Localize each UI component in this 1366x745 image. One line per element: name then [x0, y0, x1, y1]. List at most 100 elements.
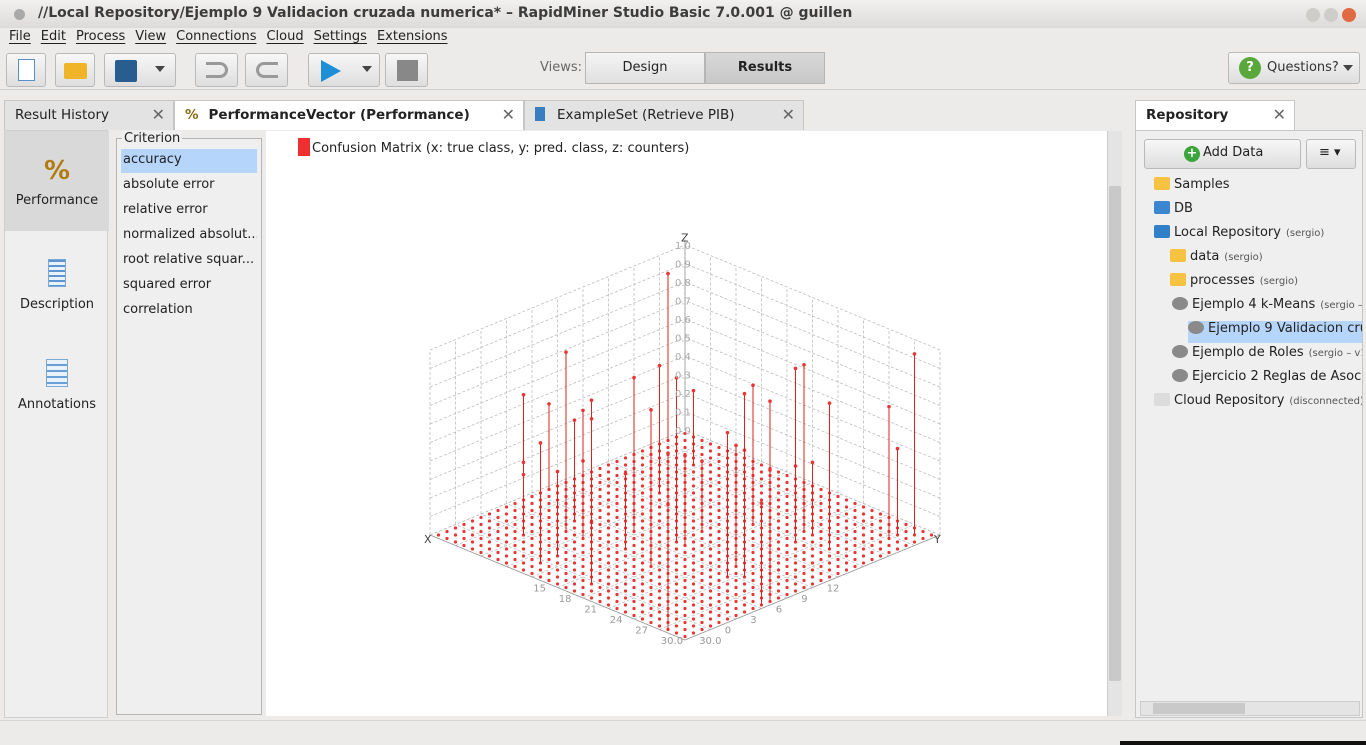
lattice-dot	[759, 463, 764, 467]
lattice-dot	[853, 529, 857, 534]
lattice-dot	[606, 540, 611, 544]
tree-item[interactable]: Samples	[1140, 177, 1230, 199]
tree-label: Samples	[1174, 177, 1230, 192]
lattice-dot	[572, 526, 577, 530]
lattice-dot	[632, 613, 636, 618]
criterion-item[interactable]: correlation	[123, 302, 193, 317]
undo-button[interactable]	[195, 53, 238, 87]
side-item[interactable]: Description	[5, 231, 109, 331]
side-label: Description	[19, 297, 95, 312]
tree-item[interactable]: DB	[1140, 201, 1193, 223]
criterion-item[interactable]: relative error	[123, 202, 208, 217]
tree-item[interactable]: Ejercicio 2 Reglas de Asocia	[1172, 369, 1362, 391]
horizontal-scrollbar[interactable]	[1140, 701, 1360, 716]
tree-item[interactable]: Ejemplo 9 Validacion cruzada	[1188, 321, 1362, 343]
lattice-dot	[691, 547, 696, 551]
tree-icon	[1154, 393, 1170, 406]
tree-item[interactable]: data (sergio)	[1156, 249, 1263, 271]
lattice-dot	[904, 522, 908, 527]
questions-button[interactable]: ? Questions?	[1228, 52, 1360, 84]
lattice-dot	[572, 533, 577, 537]
tree-item[interactable]: Ejemplo de Roles (sergio – v1,	[1172, 345, 1362, 367]
tree-item[interactable]: Local Repository (sergio)	[1140, 225, 1324, 247]
menu-item[interactable]: Cloud	[266, 29, 304, 44]
window-title: //Local Repository/Ejemplo 9 Validacion …	[38, 5, 853, 21]
lattice-dot	[674, 631, 679, 635]
tab[interactable]: ExampleSet (Retrieve PIB) ✕	[524, 100, 804, 130]
lattice-dot	[717, 515, 721, 520]
lattice-dot	[649, 571, 653, 576]
minimize-button[interactable]	[1306, 8, 1320, 22]
lattice-dot	[844, 561, 849, 565]
lattice-dot	[436, 533, 441, 537]
lattice-dot	[844, 554, 849, 558]
lattice-dot	[844, 498, 849, 502]
lattice-dot	[640, 561, 645, 565]
menu-item[interactable]: File	[9, 29, 31, 44]
tree-label: Cloud Repository	[1174, 393, 1285, 408]
criterion-item[interactable]: absolute error	[123, 177, 215, 192]
run-button[interactable]	[308, 53, 380, 87]
tree-item[interactable]: Cloud Repository (disconnected)	[1140, 393, 1362, 415]
tree-item[interactable]: processes (sergio)	[1156, 273, 1298, 295]
lattice-dot	[853, 515, 857, 520]
lattice-dot	[691, 575, 696, 579]
lattice-dot	[708, 449, 713, 453]
lattice-dot	[691, 617, 696, 621]
lattice-dot	[598, 529, 602, 534]
lattice-dot	[708, 561, 713, 565]
criterion-item[interactable]: normalized absolut...	[123, 227, 257, 242]
lattice-dot	[445, 536, 449, 541]
view-tab[interactable]: Design	[585, 52, 705, 84]
close-button[interactable]	[1342, 8, 1356, 22]
vertical-scrollbar[interactable]	[1107, 131, 1122, 716]
lattice-dot	[776, 582, 781, 586]
repository-menu-button[interactable]: ≡ ▾	[1306, 139, 1356, 169]
lattice-dot	[640, 484, 645, 488]
criterion-item[interactable]: accuracy	[121, 149, 257, 173]
lattice-dot	[700, 564, 704, 569]
save-button[interactable]	[104, 53, 176, 87]
tab[interactable]: Repository ✕	[1135, 100, 1295, 130]
redo-button[interactable]	[245, 53, 288, 87]
lattice-dot	[674, 582, 679, 586]
lattice-dot	[615, 494, 619, 499]
stop-button[interactable]	[385, 53, 428, 87]
lattice-dot	[504, 533, 509, 537]
lattice-dot	[547, 515, 551, 520]
lattice-dot	[598, 592, 602, 597]
menu-item[interactable]: Settings	[313, 29, 367, 44]
side-item[interactable]: Annotations	[5, 331, 109, 431]
lattice-dot	[683, 571, 687, 576]
criterion-item[interactable]: root relative squar...	[123, 252, 255, 267]
menu-item[interactable]: View	[135, 29, 167, 44]
lattice-dot	[844, 526, 849, 530]
menu-item[interactable]: Extensions	[376, 29, 448, 44]
lattice-dot	[555, 575, 560, 579]
lattice-dot	[921, 529, 925, 534]
tab[interactable]: % PerformanceVector (Performance) ✕	[174, 100, 524, 130]
lattice-dot	[606, 533, 611, 537]
tab[interactable]: Result History ✕	[4, 100, 174, 130]
menu-item[interactable]: Process	[75, 29, 126, 44]
menu-item[interactable]: Edit	[40, 29, 66, 44]
new-button[interactable]	[6, 53, 46, 87]
lattice-dot	[640, 554, 645, 558]
lattice-dot	[606, 603, 611, 607]
lattice-dot	[708, 477, 713, 481]
open-button[interactable]	[55, 53, 95, 87]
lattice-dot	[785, 480, 789, 485]
lattice-dot	[530, 543, 534, 548]
window-menu-dot[interactable]	[14, 9, 25, 20]
lattice-dot	[700, 627, 704, 632]
view-tab[interactable]: Results	[705, 52, 825, 84]
maximize-button[interactable]	[1324, 8, 1338, 22]
lattice-dot	[683, 634, 687, 639]
criterion-item[interactable]: squared error	[123, 277, 212, 292]
stem-top	[759, 501, 764, 506]
lattice-dot	[598, 543, 602, 548]
side-item[interactable]: % Performance	[5, 131, 109, 231]
tree-item[interactable]: Ejemplo 4 k-Means (sergio – v	[1172, 297, 1362, 319]
add-data-button[interactable]: + Add Data	[1144, 139, 1301, 169]
menu-item[interactable]: Connections	[176, 29, 257, 44]
